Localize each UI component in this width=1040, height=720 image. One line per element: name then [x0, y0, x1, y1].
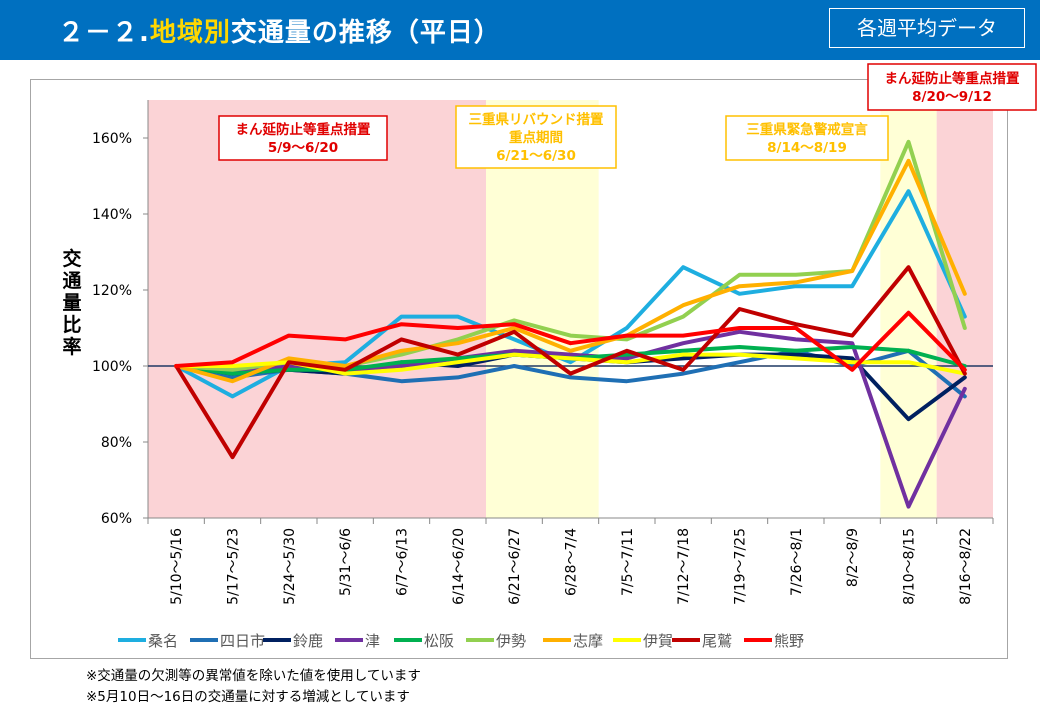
footnotes: ※交通量の欠測等の異常値を除いた値を使用しています ※5月10日～16日の交通量… — [86, 666, 421, 708]
x-tick-label: 5/17～5/23 — [226, 528, 242, 605]
legend-label: 尾鷲 — [702, 632, 732, 650]
x-tick-label: 8/2～8/9 — [845, 528, 861, 587]
title-highlight: 地域別 — [149, 18, 231, 48]
x-tick-label: 6/21～6/27 — [507, 528, 523, 605]
y-axis-title-char: 比 — [62, 314, 81, 336]
period-band-0 — [148, 100, 486, 518]
legend-label: 伊賀 — [643, 632, 673, 650]
y-tick-label: 60% — [101, 511, 132, 527]
y-tick-label: 120% — [92, 283, 132, 299]
weekly-average-badge: 各週平均データ — [829, 8, 1025, 48]
period-label-box-2 — [725, 115, 889, 161]
y-axis-title-char: 率 — [62, 335, 81, 358]
y-axis-title-char: 交 — [62, 247, 81, 270]
x-tick-label: 7/12～7/18 — [676, 528, 692, 605]
footnote-2: ※5月10日～16日の交通量に対する増減としています — [86, 689, 410, 705]
header-bar: ２－２.地域別交通量の推移（平日） 各週平均データ — [0, 0, 1040, 60]
y-tick-label: 160% — [92, 131, 132, 147]
x-tick-label: 6/7～6/13 — [395, 528, 411, 596]
y-tick-label: 140% — [92, 207, 132, 223]
legend-label: 伊勢 — [496, 632, 526, 650]
period-label-box-0 — [218, 115, 388, 161]
series-line-尾鷲 — [174, 265, 967, 460]
x-tick-label: 7/26～8/1 — [789, 528, 805, 596]
period-label-text: 三重県リバウンド措置 — [469, 111, 604, 128]
x-tick-label: 7/5～7/11 — [620, 528, 636, 596]
legend-label: 志摩 — [573, 632, 603, 650]
x-tick-label: 5/31～6/6 — [338, 528, 354, 596]
legend-label: 津 — [365, 632, 380, 650]
period-band-1 — [486, 100, 599, 518]
y-axis-title-char: 量 — [62, 292, 81, 314]
series-line-熊野 — [174, 310, 967, 372]
page-title: ２－２.地域別交通量の推移（平日） — [58, 12, 501, 49]
legend-label: 鈴鹿 — [293, 632, 323, 650]
legend-label: 松阪 — [424, 632, 454, 650]
x-tick-label: 8/16～8/22 — [958, 528, 974, 605]
x-tick-label: 8/10～8/15 — [902, 528, 918, 605]
x-tick-label: 5/24～5/30 — [282, 528, 298, 605]
chart-frame — [30, 79, 1008, 659]
x-tick-label: 6/28～7/4 — [564, 528, 580, 596]
period-label-text: まん延防止等重点措置 — [236, 121, 371, 138]
y-tick-label: 100% — [92, 359, 132, 375]
period-label-text: まん延防止等重点措置 — [885, 70, 1020, 87]
period-label-text: 5/9～6/20 — [268, 140, 338, 156]
period-label-text: 三重県緊急警戒宣言 — [746, 121, 868, 138]
x-tick-label: 6/14～6/20 — [451, 528, 467, 605]
title-suffix: 交通量の推移（平日） — [230, 18, 501, 48]
y-axis-title-char: 通 — [62, 270, 82, 292]
period-label-text: 重点期間 — [509, 129, 563, 146]
x-tick-label: 5/10～5/16 — [169, 528, 185, 605]
legend-label: 桑名 — [148, 632, 178, 650]
y-tick-label: 80% — [101, 435, 132, 451]
legend-label: 熊野 — [774, 632, 804, 650]
period-label-text: 8/14～8/19 — [767, 140, 847, 156]
period-label-box-3 — [867, 63, 1037, 111]
legend-label: 四日市 — [220, 632, 265, 650]
title-prefix: ２－２. — [58, 18, 150, 48]
period-label-text: 8/20～9/12 — [912, 89, 992, 105]
period-label-box-1 — [455, 105, 617, 169]
footnote-1: ※交通量の欠測等の異常値を除いた値を使用しています — [86, 668, 421, 684]
period-band-3 — [936, 100, 993, 518]
period-label-text: 6/21～6/30 — [496, 148, 576, 164]
series-line-志摩 — [174, 158, 967, 384]
x-tick-label: 7/19～7/25 — [733, 528, 749, 605]
